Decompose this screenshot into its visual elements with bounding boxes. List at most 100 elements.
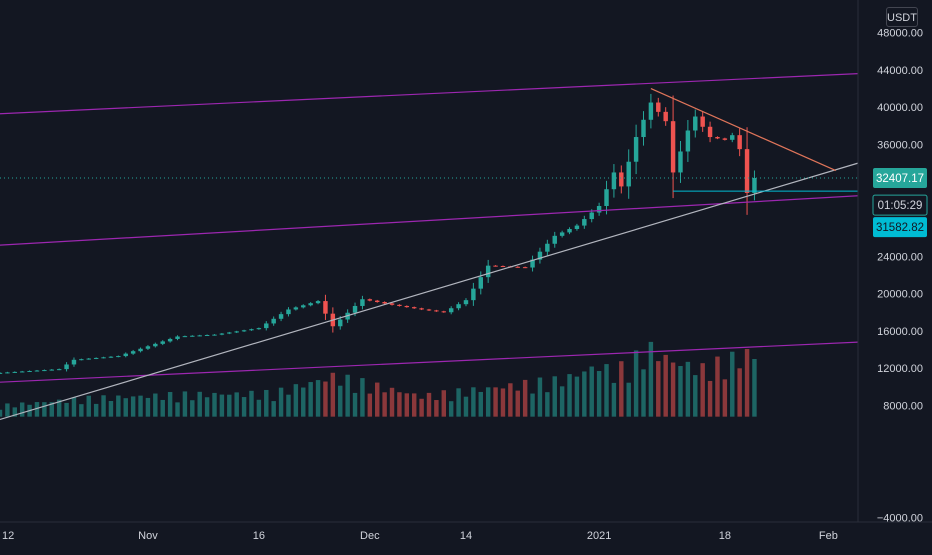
candle-body (382, 302, 387, 304)
trend-line[interactable] (0, 73, 859, 115)
volume-bar (426, 392, 432, 417)
trend-line[interactable] (650, 88, 837, 172)
volume-bar (138, 395, 143, 417)
candle-body (515, 266, 520, 268)
volume-bar (79, 404, 84, 417)
candle-body (648, 102, 654, 120)
volume-bar (663, 354, 668, 417)
currency-badge[interactable]: USDT (886, 7, 918, 27)
candle-body (463, 300, 469, 305)
volume-bar (234, 392, 239, 417)
candle-body (212, 334, 217, 336)
candle-body (241, 330, 247, 332)
volume-bar (293, 384, 299, 417)
candle-body (49, 369, 54, 371)
candle-body (167, 338, 173, 342)
volume-bar (700, 363, 705, 417)
volume-bar (301, 387, 306, 417)
candle-body (86, 358, 91, 360)
volume-bar (559, 386, 565, 417)
volume-bar (167, 392, 173, 417)
price-axis: −4000.00 8000.00 12000.00 16000.00 20000.00 2… (857, 0, 923, 524)
volume-bar (123, 398, 128, 417)
candle-body (249, 329, 254, 331)
candle-body (582, 219, 587, 226)
trend-line[interactable] (0, 162, 859, 421)
volume-bar (715, 356, 720, 417)
candle-body (19, 371, 25, 373)
candle-body (42, 370, 47, 372)
volume-bar (375, 382, 380, 417)
volume-bar (737, 368, 742, 417)
candle-body (308, 303, 313, 306)
last-price-label-badge (873, 167, 927, 188)
last-price-label: 32407.17 (876, 173, 924, 185)
candle-body (397, 304, 402, 306)
candle-body (153, 343, 158, 347)
candle-body (493, 265, 498, 267)
candle-body (419, 308, 424, 310)
volume-bar (678, 366, 683, 417)
candle-body (301, 305, 306, 308)
time-tick-label: 16 (253, 530, 265, 542)
time-tick-label: 14 (460, 530, 472, 542)
candle-body (456, 304, 461, 309)
trend-line[interactable] (0, 341, 859, 383)
trend-line[interactable] (0, 195, 859, 246)
candle-body (71, 359, 77, 365)
volume-bar (589, 366, 594, 417)
volume-bar (485, 387, 491, 417)
candle-body (323, 301, 328, 314)
candle-body (574, 225, 580, 229)
price-tick-label: 48000.00 (877, 28, 923, 40)
time-tick-label: Nov (138, 530, 158, 542)
price-tick-label: 12000.00 (877, 363, 923, 375)
candle-body (197, 335, 202, 337)
candle-body (56, 369, 62, 371)
volume-bar (360, 378, 365, 417)
candle-body (522, 267, 528, 269)
candle-body (633, 137, 639, 162)
time-tick-label: Feb (819, 530, 838, 542)
volume-bar (86, 395, 91, 417)
candle-body (737, 135, 742, 150)
volume-bar (707, 380, 713, 417)
candle-body (596, 206, 602, 213)
candle-body (108, 356, 114, 358)
volume-bar (730, 351, 735, 417)
volume-bar (626, 382, 631, 417)
volume-bar (227, 394, 232, 417)
volume-bar (182, 391, 188, 417)
volume-bar (471, 387, 476, 417)
candle-body (286, 309, 291, 315)
price-tick-label: 16000.00 (877, 326, 923, 338)
volume-bar (434, 400, 439, 417)
volume-bar (190, 400, 195, 417)
candle-body (567, 228, 572, 233)
volume-bar (752, 359, 757, 417)
candle-body (485, 265, 491, 278)
candle-body (434, 310, 439, 312)
candle-body (5, 372, 10, 374)
candle-body (545, 243, 550, 252)
candle-body (626, 161, 631, 187)
candle-body (227, 332, 232, 334)
volume-bar (5, 403, 10, 417)
volume-bar (656, 361, 661, 417)
countdown-label: 01:05:29 (878, 200, 923, 212)
volume-bar (604, 364, 609, 417)
candle-body (101, 357, 106, 359)
volume-bar (264, 389, 269, 417)
candle-body (219, 333, 225, 335)
volume-bar (367, 393, 373, 417)
volume-bar (56, 399, 62, 417)
volume-bar (633, 350, 639, 417)
volume-bar (108, 400, 114, 417)
candle-body (34, 370, 40, 372)
candle-body (500, 266, 506, 268)
price-tick-label: 40000.00 (877, 102, 923, 114)
volume-bar (448, 401, 454, 417)
candle-body (619, 172, 624, 187)
